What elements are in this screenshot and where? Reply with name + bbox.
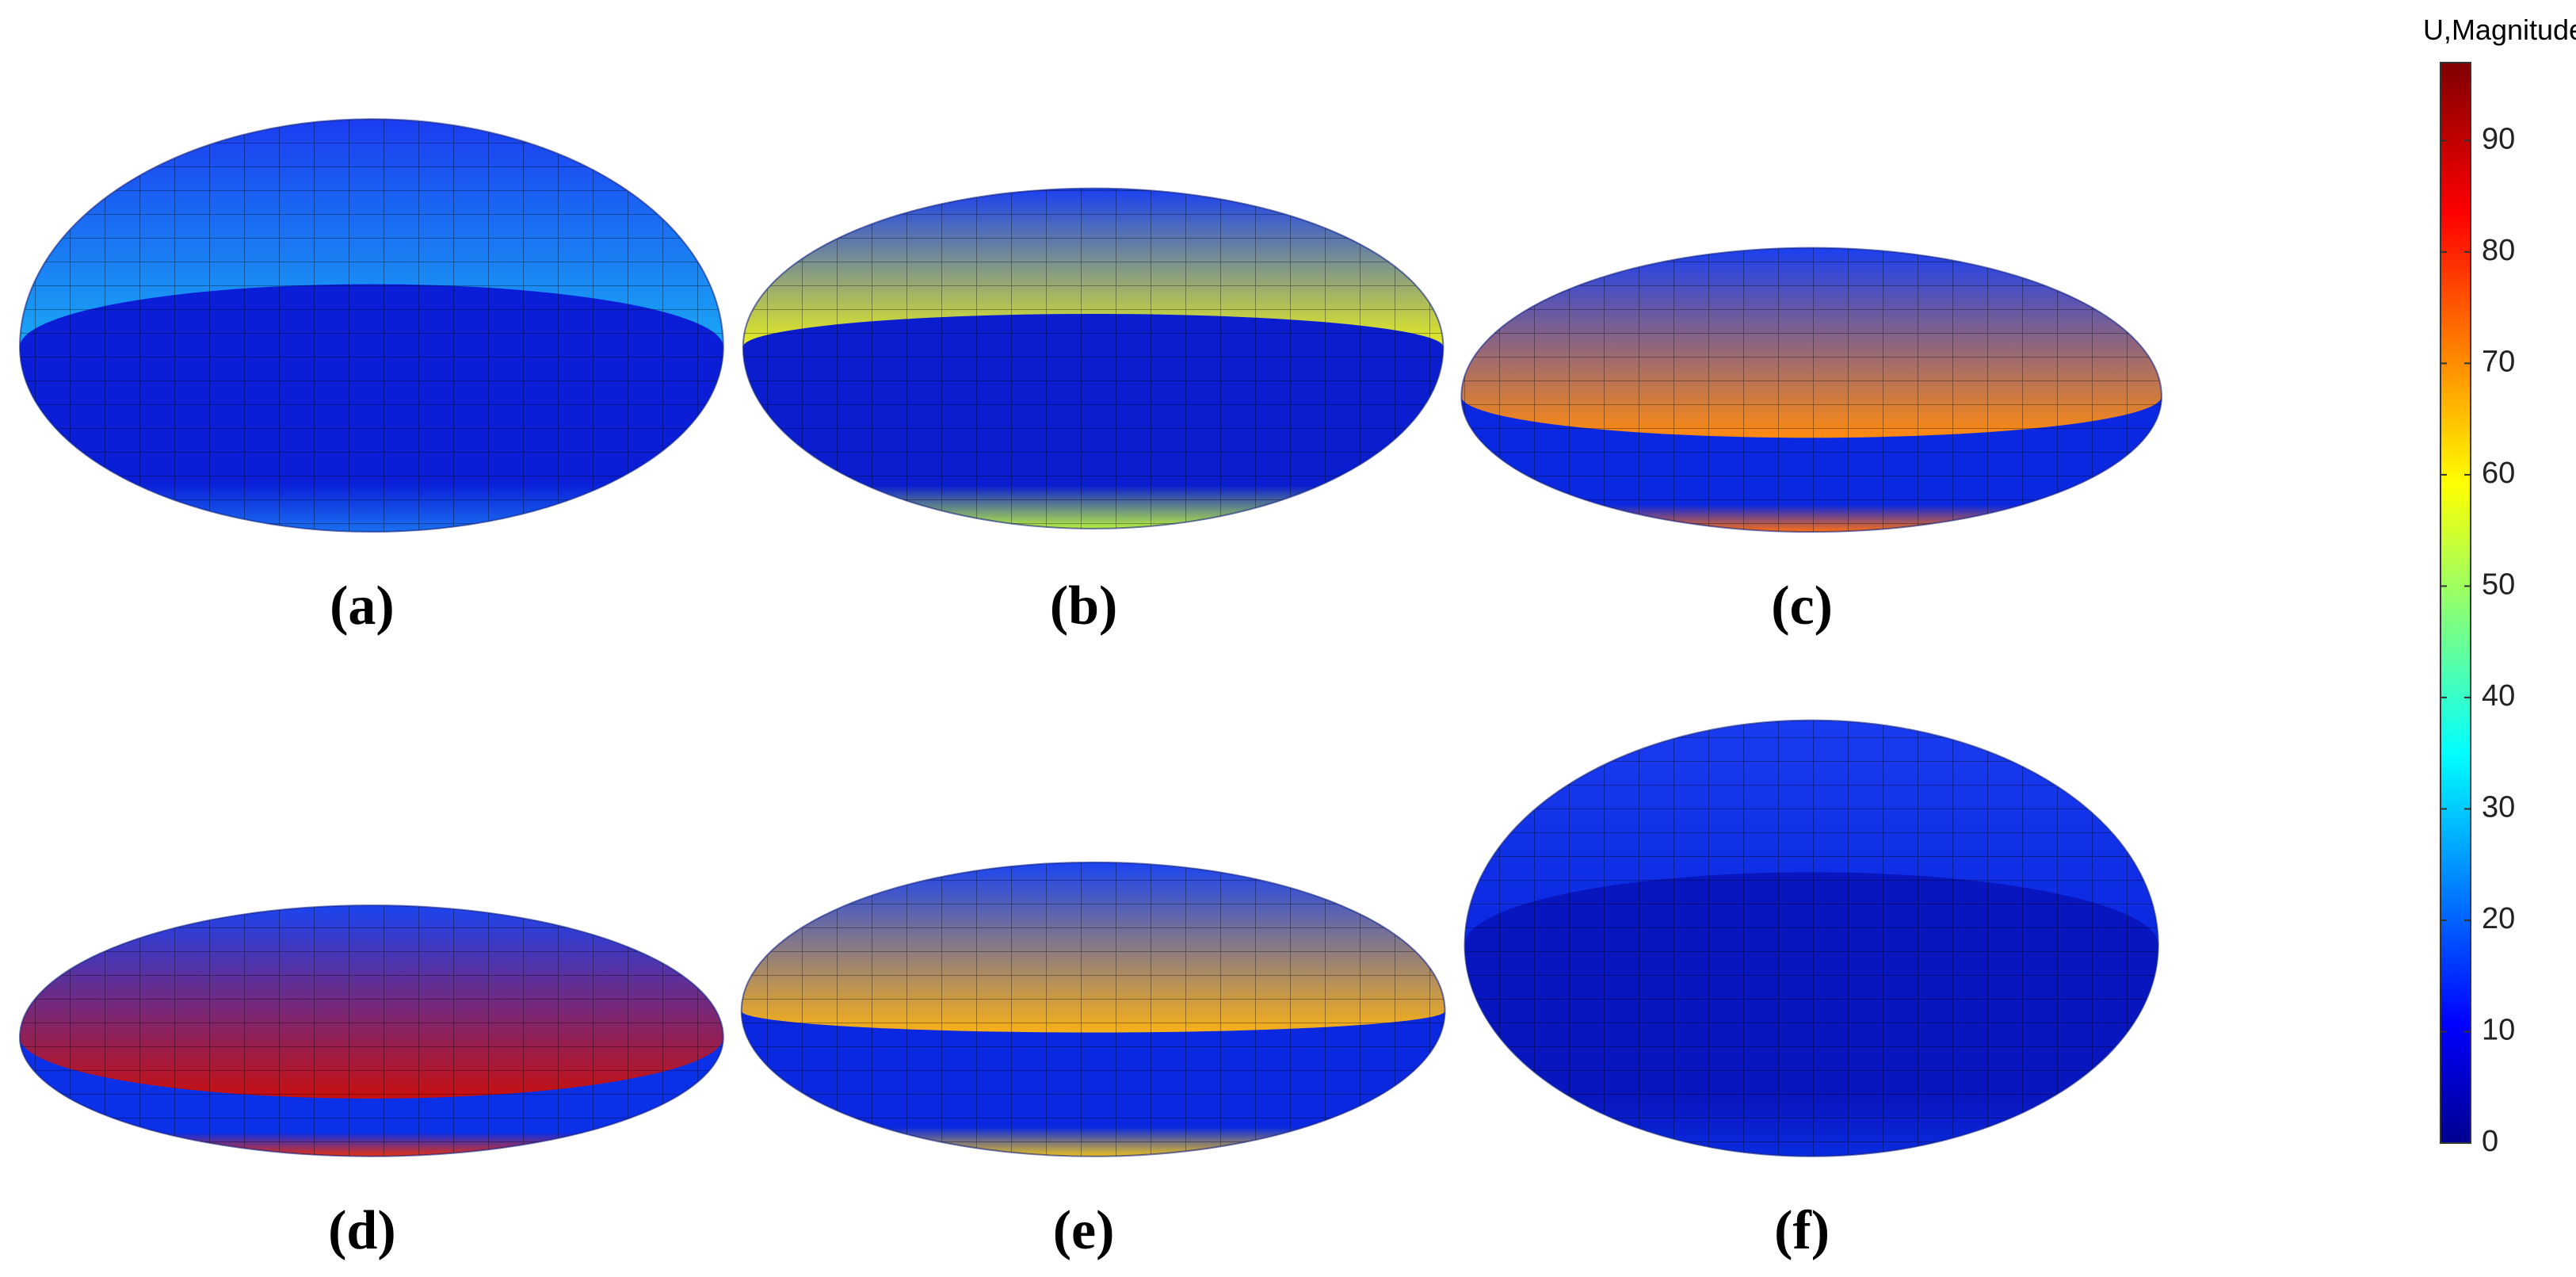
colorbar-tick-label: 40 [2482, 679, 2515, 713]
panel-label: (f) [1774, 1200, 1830, 1261]
colorbar-tick-label: 30 [2482, 790, 2515, 824]
panel-label: (d) [328, 1200, 396, 1261]
colorbar-tick-label: 20 [2482, 902, 2515, 935]
colorbar-tick-label: 0 [2482, 1125, 2498, 1158]
dome-mesh [20, 905, 723, 1157]
colorbar-tick-label: 10 [2482, 1014, 2515, 1047]
panel-label: (e) [1053, 1200, 1115, 1261]
dome-mesh [20, 119, 723, 532]
dome-mesh [1464, 720, 2158, 1157]
dome-mesh [742, 188, 1444, 529]
dome-edge [19, 904, 724, 1157]
dome-mesh [1461, 247, 2162, 533]
colorbar-title: U,Magnitude [2423, 13, 2576, 46]
colorbar-tick-label: 90 [2482, 122, 2515, 155]
dome-mesh [741, 862, 1445, 1157]
dome-edge [740, 861, 1446, 1157]
colorbar-tick-label: 80 [2482, 234, 2515, 267]
colorbar-tick-label: 50 [2482, 568, 2515, 601]
dome-edge [1460, 247, 2162, 533]
colorbar [2440, 62, 2471, 1144]
dome-edge [742, 187, 1444, 530]
dome-edge [19, 118, 724, 533]
dome-edge [1464, 719, 2159, 1157]
panel-label: (c) [1771, 575, 1833, 637]
colorbar-tick-label: 60 [2482, 457, 2515, 490]
panel-label: (a) [330, 575, 395, 637]
colorbar-tick-label: 70 [2482, 345, 2515, 378]
panel-label: (b) [1050, 575, 1118, 637]
domes [19, 118, 2162, 1157]
